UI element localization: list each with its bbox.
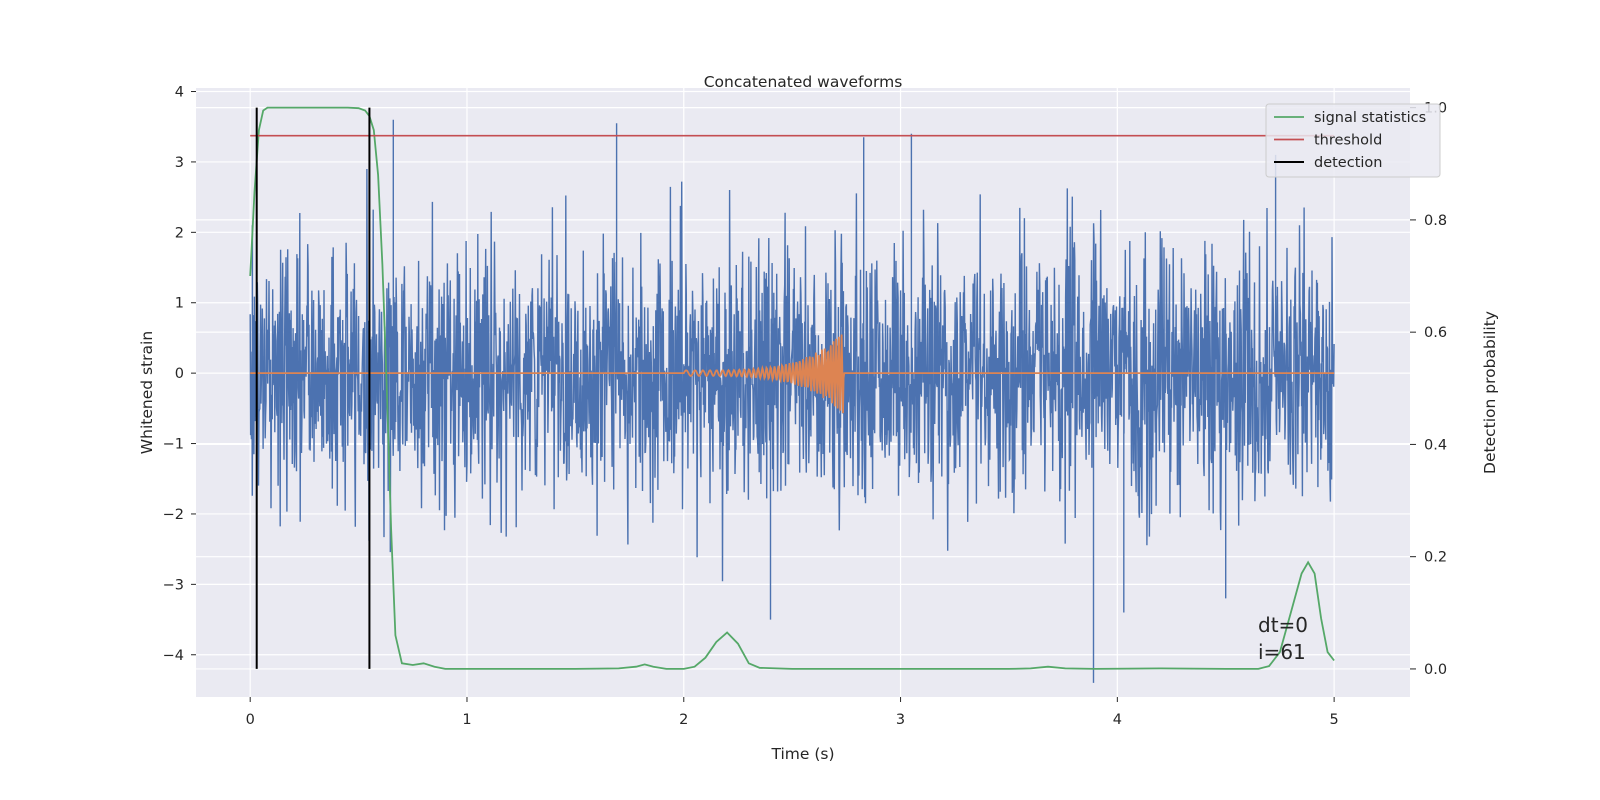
- x-tick-label-0: 0: [246, 712, 255, 728]
- y-axis-label: Whitened strain: [138, 331, 156, 454]
- right-tick-label-0.8: 0.8: [1424, 213, 1447, 229]
- x-tick-label-4: 4: [1113, 712, 1122, 728]
- right-tick-label-0.6: 0.6: [1424, 325, 1447, 341]
- y-tick-label--3: −3: [163, 577, 184, 593]
- legend-entry-threshold: threshold: [1314, 133, 1382, 149]
- series-signal-statistics: [249, 106, 1335, 670]
- legend-entry-detection: detection: [1314, 155, 1382, 171]
- legend-box: [1265, 103, 1441, 178]
- x-axis-label: Time (s): [770, 745, 834, 763]
- right-y-axis-label: Detection probability: [1481, 311, 1499, 474]
- right-tick-label-0: 0.0: [1424, 662, 1447, 678]
- y-tick-label--2: −2: [163, 507, 184, 523]
- chart-title: Concatenated waveforms: [704, 73, 903, 91]
- right-tick-label-0.2: 0.2: [1424, 550, 1447, 566]
- legend: signal statistics threshold detection: [1265, 103, 1441, 178]
- whitened-strain-trace: [249, 119, 1335, 683]
- x-tick-label-2: 2: [679, 712, 688, 728]
- legend-entry-signal-statistics: signal statistics: [1314, 110, 1426, 126]
- strain-path: [249, 119, 1335, 683]
- right-axis: 0.00.20.40.60.81.0: [1410, 101, 1447, 678]
- annotation-index: i=61: [1258, 640, 1306, 664]
- template-waveform: [250, 334, 1335, 414]
- x-tick-label-1: 1: [462, 712, 471, 728]
- y-tick-label-1: 1: [175, 296, 184, 312]
- y-tick-label-3: 3: [175, 155, 184, 171]
- x-tick-label-3: 3: [896, 712, 905, 728]
- y-tick-label-2: 2: [175, 225, 184, 241]
- x-tick-label-5: 5: [1330, 712, 1339, 728]
- y-tick-label-0: 0: [175, 366, 184, 382]
- y-tick-label--4: −4: [163, 648, 184, 664]
- annotation-dt: dt=0: [1258, 613, 1308, 637]
- series-layer: [249, 106, 1335, 670]
- y-tick-label--1: −1: [163, 437, 184, 453]
- bottom-axis: 0 1 2 3 4 5: [246, 697, 1339, 728]
- y-tick-label-4: 4: [175, 85, 184, 101]
- left-axis: −4 −3 −2 −1 0 1 2 3 4: [163, 85, 196, 664]
- right-tick-label-0.4: 0.4: [1424, 437, 1447, 453]
